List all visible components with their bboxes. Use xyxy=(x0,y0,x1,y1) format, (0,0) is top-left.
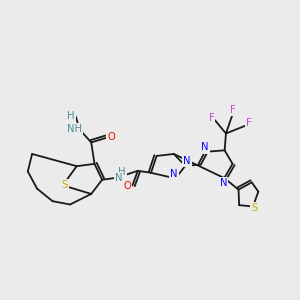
Text: H: H xyxy=(67,111,75,121)
Text: F: F xyxy=(208,113,214,123)
Text: F: F xyxy=(230,105,236,115)
Text: N: N xyxy=(183,156,190,167)
Text: F: F xyxy=(247,118,252,128)
Text: S: S xyxy=(61,180,68,190)
Text: NH: NH xyxy=(67,124,82,134)
Text: H: H xyxy=(118,167,125,177)
Text: O: O xyxy=(123,181,131,191)
Text: N: N xyxy=(220,178,227,188)
Text: N: N xyxy=(170,169,178,178)
Text: N: N xyxy=(201,142,208,152)
Text: S: S xyxy=(251,203,258,213)
Text: N: N xyxy=(115,173,122,183)
Text: O: O xyxy=(107,132,115,142)
